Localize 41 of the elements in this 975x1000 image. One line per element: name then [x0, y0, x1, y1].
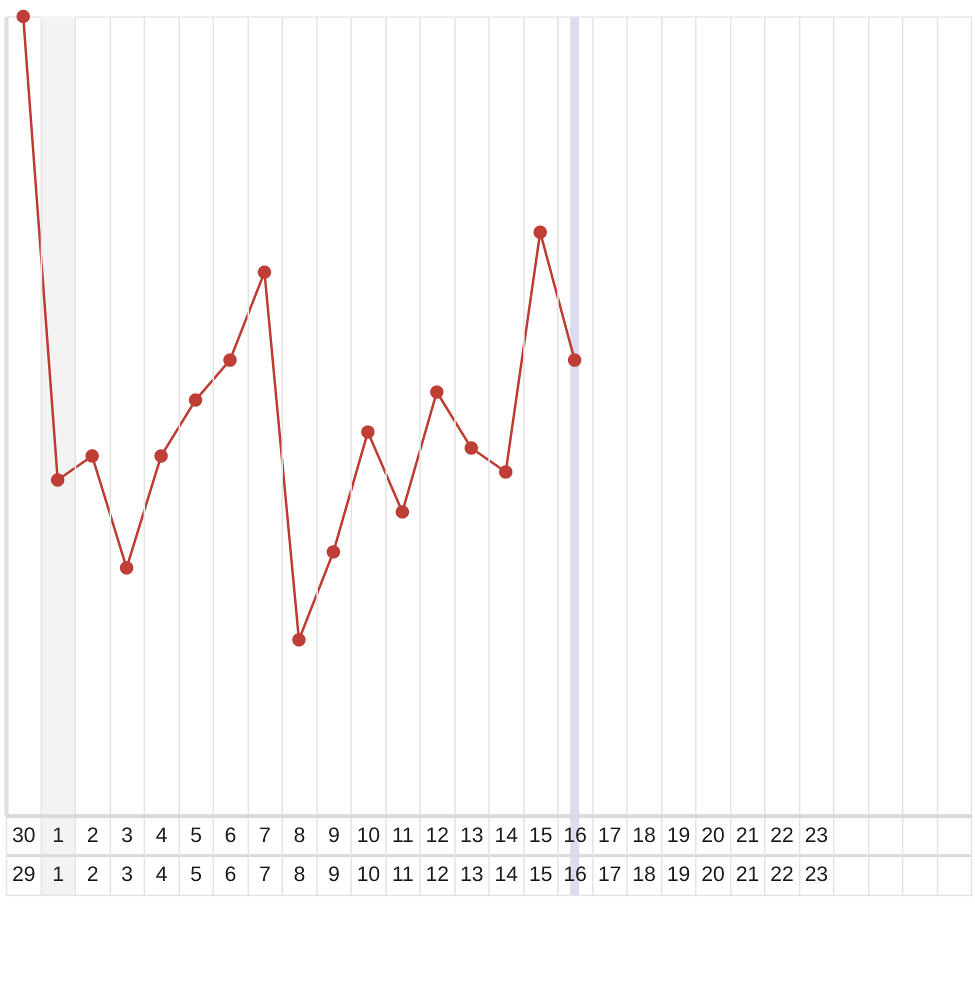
x-tick-label: 10 10 — [356, 824, 380, 886]
point — [396, 505, 410, 519]
x-tick-label: 14 14 — [494, 824, 518, 886]
point — [361, 425, 375, 439]
x-tick-label: 19 19 — [666, 824, 690, 886]
point — [258, 265, 272, 279]
x-tick-label: 21 21 — [736, 824, 760, 886]
point — [533, 226, 547, 239]
point — [85, 449, 99, 463]
x-tick-label: 12 12 — [426, 824, 449, 886]
x-tick-label: 5 5 — [190, 824, 202, 886]
point — [292, 633, 306, 646]
point — [188, 393, 202, 407]
point — [154, 449, 168, 463]
point — [326, 545, 340, 559]
point — [50, 473, 64, 487]
x-tick-label: 16 16 — [563, 824, 587, 886]
point — [120, 561, 134, 575]
x-tick-label: 11 11 — [392, 824, 414, 886]
x-tick-label: 4 4 — [156, 824, 168, 886]
x-tick-label: 17 17 — [598, 824, 622, 886]
x-tick-label: 1 1 — [52, 824, 64, 886]
x-tick-label: 13 13 — [460, 824, 484, 886]
x-tick-label: 7 7 — [259, 824, 271, 886]
x-tick-label: 6 6 — [224, 824, 236, 886]
x-tick-label: 3 3 — [121, 824, 133, 886]
point — [568, 353, 582, 367]
x-tick-label: 8 8 — [294, 824, 306, 886]
point — [430, 385, 444, 399]
x-tick-label: 15 15 — [529, 824, 552, 886]
point — [464, 441, 478, 455]
x-tick-label: 9 9 — [328, 824, 340, 886]
x-tick-label: 20 20 — [701, 824, 725, 886]
point — [223, 353, 237, 367]
x-tick-label: 23 23 — [804, 824, 828, 886]
x-tick-label: 30 29 — [12, 824, 36, 886]
x-tick-label: 2 2 — [86, 824, 98, 886]
x-tick-label: 22 22 — [770, 824, 794, 886]
point — [16, 10, 30, 24]
point — [499, 465, 512, 479]
x-tick-label: 18 18 — [632, 824, 656, 886]
